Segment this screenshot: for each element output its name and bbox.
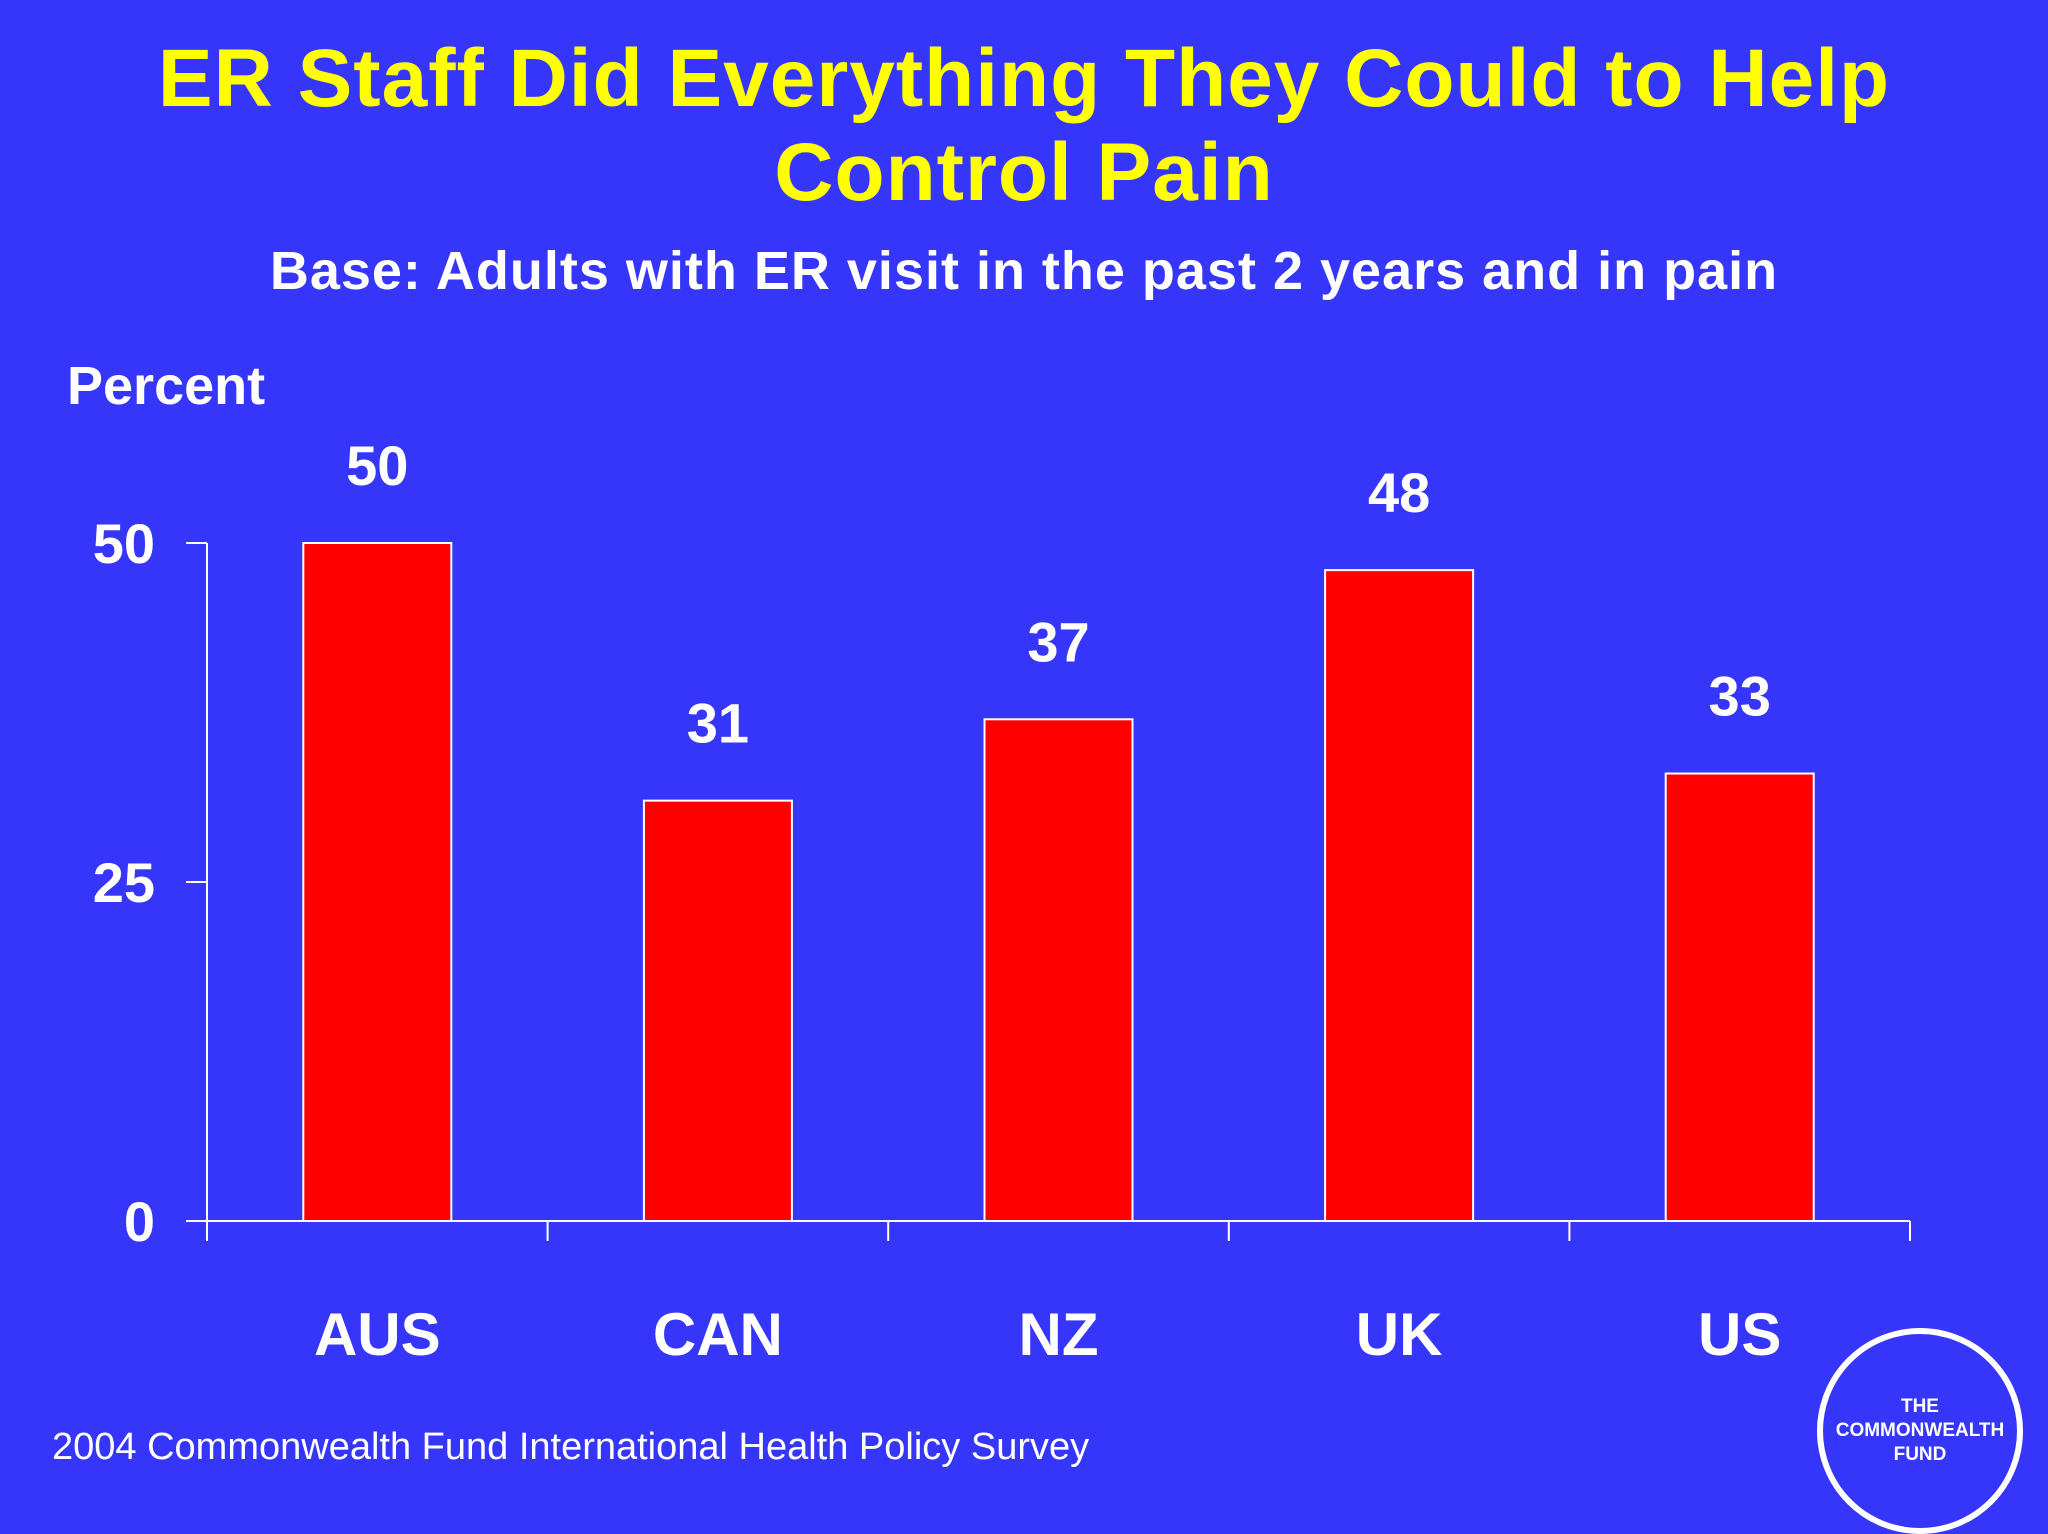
bar-can xyxy=(642,799,793,1222)
y-tick-label: 0 xyxy=(124,1190,155,1253)
data-label-uk: 48 xyxy=(1368,461,1430,524)
commonwealth-fund-logo: THE COMMONWEALTH FUND xyxy=(1817,1328,2023,1534)
y-tick-label: 50 xyxy=(93,512,155,575)
data-label-can: 31 xyxy=(687,692,749,755)
bar-us xyxy=(1664,772,1815,1223)
bar-uk xyxy=(1324,569,1475,1222)
x-tick-label-us: US xyxy=(1698,1301,1781,1368)
bar-aus xyxy=(302,542,453,1222)
bar-chart: Percent 0 25 50 50 AUS 31 CAN 37 NZ 48 UK 33 US xyxy=(67,356,1911,1368)
data-label-nz: 37 xyxy=(1027,610,1089,673)
x-tick-label-nz: NZ xyxy=(1019,1301,1099,1368)
x-tick-label-aus: AUS xyxy=(314,1301,441,1368)
source-note: 2004 Commonwealth Fund International Hea… xyxy=(52,1426,1090,1468)
x-tick-label-uk: UK xyxy=(1356,1301,1443,1368)
data-label-aus: 50 xyxy=(346,434,408,497)
chart-subtitle: Base: Adults with ER visit in the past 2… xyxy=(269,241,1779,301)
y-axis-label: Percent xyxy=(67,356,265,416)
data-label-us: 33 xyxy=(1709,665,1771,728)
x-tick-label-can: CAN xyxy=(653,1301,783,1368)
bar-nz xyxy=(983,718,1134,1223)
chart-title: ER Staff Did Everything They Could to He… xyxy=(157,33,1891,218)
logo-text: THE COMMONWEALTH FUND xyxy=(1835,1396,2005,1465)
y-tick-label: 25 xyxy=(93,851,155,914)
